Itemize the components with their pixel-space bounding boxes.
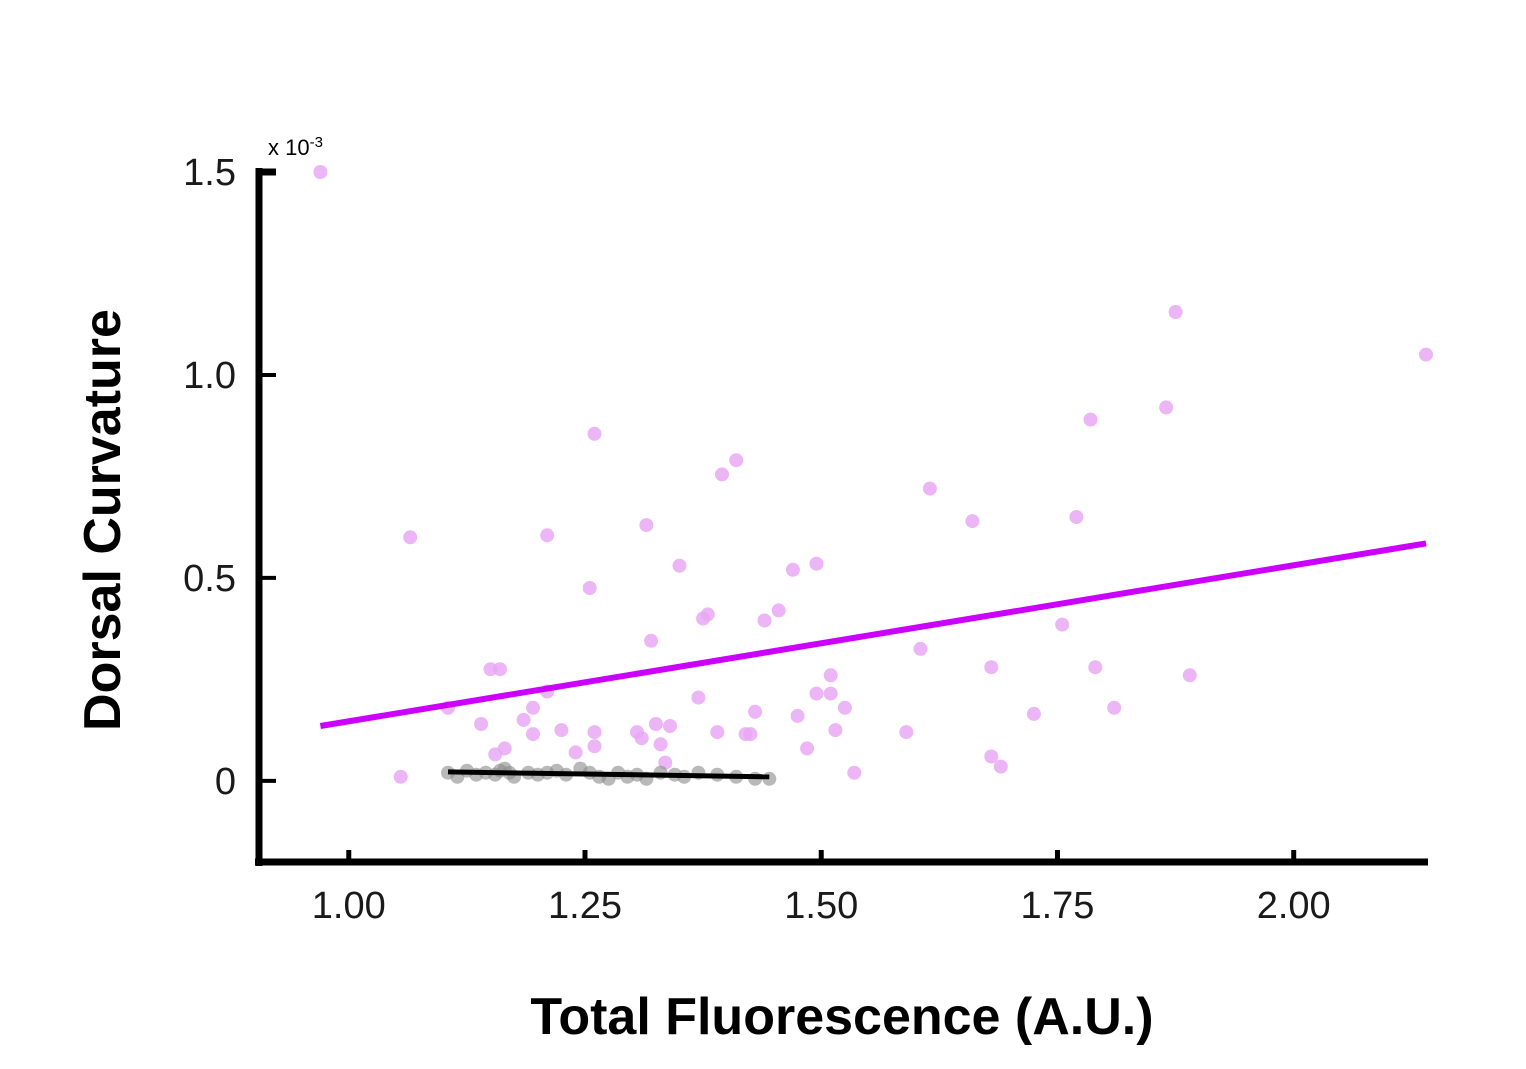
trend-line: [447, 769, 770, 780]
data-point: [984, 660, 999, 675]
data-point: [922, 481, 937, 496]
data-point: [403, 530, 418, 545]
data-point: [587, 426, 602, 441]
data-point: [743, 727, 758, 742]
data-point: [648, 717, 663, 731]
data-point: [516, 712, 531, 727]
y-tick-label: 0.5: [183, 558, 236, 600]
axes: [255, 168, 1428, 866]
y-multiplier-exponent: -3: [310, 134, 323, 151]
data-point: [899, 725, 914, 740]
data-point: [634, 731, 649, 746]
data-point: [639, 518, 654, 533]
points-layer: [313, 165, 1433, 786]
data-point: [554, 723, 569, 738]
data-point: [1055, 617, 1070, 632]
data-point: [800, 741, 815, 756]
data-point: [757, 613, 772, 628]
data-point: [823, 686, 838, 701]
data-point: [1088, 660, 1103, 675]
data-point: [809, 556, 824, 571]
data-point: [653, 737, 668, 752]
data-point: [785, 562, 800, 577]
ticks: 0 0.5 1.0 1.5 1.00 1.25 1.50 1.75 2.00: [183, 152, 1331, 927]
data-point: [710, 725, 725, 740]
data-point: [540, 528, 555, 543]
y-tick-label: 0: [215, 761, 236, 803]
data-point: [672, 558, 687, 573]
y-axis-title: Dorsal Curvature: [74, 309, 132, 731]
data-point: [771, 603, 786, 618]
x-tick-label: 1.50: [784, 885, 858, 927]
y-tick-label: 1.0: [183, 355, 236, 397]
data-point: [965, 514, 980, 529]
data-point: [526, 727, 540, 742]
data-point: [587, 739, 602, 754]
data-point: [582, 581, 597, 595]
x-tick-label: 2.00: [1257, 885, 1331, 927]
data-point: [913, 641, 928, 656]
data-point: [568, 745, 583, 760]
data-point: [837, 700, 852, 715]
data-point: [847, 765, 862, 780]
data-point: [1107, 700, 1122, 715]
data-point: [526, 700, 540, 715]
trend-line: [319, 540, 1427, 729]
data-point: [993, 759, 1008, 774]
x-tick-label: 1.25: [548, 885, 622, 927]
data-point: [1182, 668, 1197, 683]
data-point: [790, 708, 805, 723]
data-point: [715, 467, 729, 482]
data-point: [313, 165, 328, 179]
data-point: [393, 769, 408, 784]
data-point: [474, 717, 489, 731]
x-tick-label: 1.00: [312, 885, 386, 927]
data-point: [587, 725, 602, 740]
data-point: [644, 633, 659, 648]
data-point: [1159, 400, 1174, 415]
data-point: [748, 704, 763, 719]
data-point: [497, 741, 512, 756]
x-axis-title: Total Fluorescence (A.U.): [530, 988, 1153, 1046]
data-point: [809, 686, 824, 701]
y-tick-label: 1.5: [183, 152, 236, 194]
data-point: [663, 719, 677, 733]
data-point: [1069, 510, 1084, 524]
fit-lines: [319, 540, 1427, 780]
data-point: [1083, 412, 1098, 427]
data-point: [700, 607, 715, 622]
data-point: [984, 749, 999, 764]
x-tick-label: 1.75: [1020, 885, 1094, 927]
data-point: [493, 662, 507, 677]
data-point: [691, 690, 706, 705]
y-multiplier-label: x 10-3: [268, 134, 323, 160]
data-point: [1168, 305, 1183, 319]
data-point: [1419, 347, 1433, 362]
data-point: [729, 453, 744, 468]
data-point: [823, 668, 838, 683]
data-point: [1026, 706, 1041, 721]
data-point: [828, 723, 843, 738]
